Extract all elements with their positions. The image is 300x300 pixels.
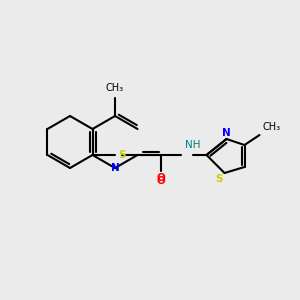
Text: S: S [215,174,223,184]
Text: O: O [156,176,165,186]
Text: S: S [118,150,126,160]
Text: CH₃: CH₃ [106,83,124,93]
Text: O: O [156,173,165,183]
Text: N: N [222,128,231,138]
Text: N: N [111,163,119,173]
Text: NH: NH [184,140,200,150]
Text: CH₃: CH₃ [262,122,280,132]
